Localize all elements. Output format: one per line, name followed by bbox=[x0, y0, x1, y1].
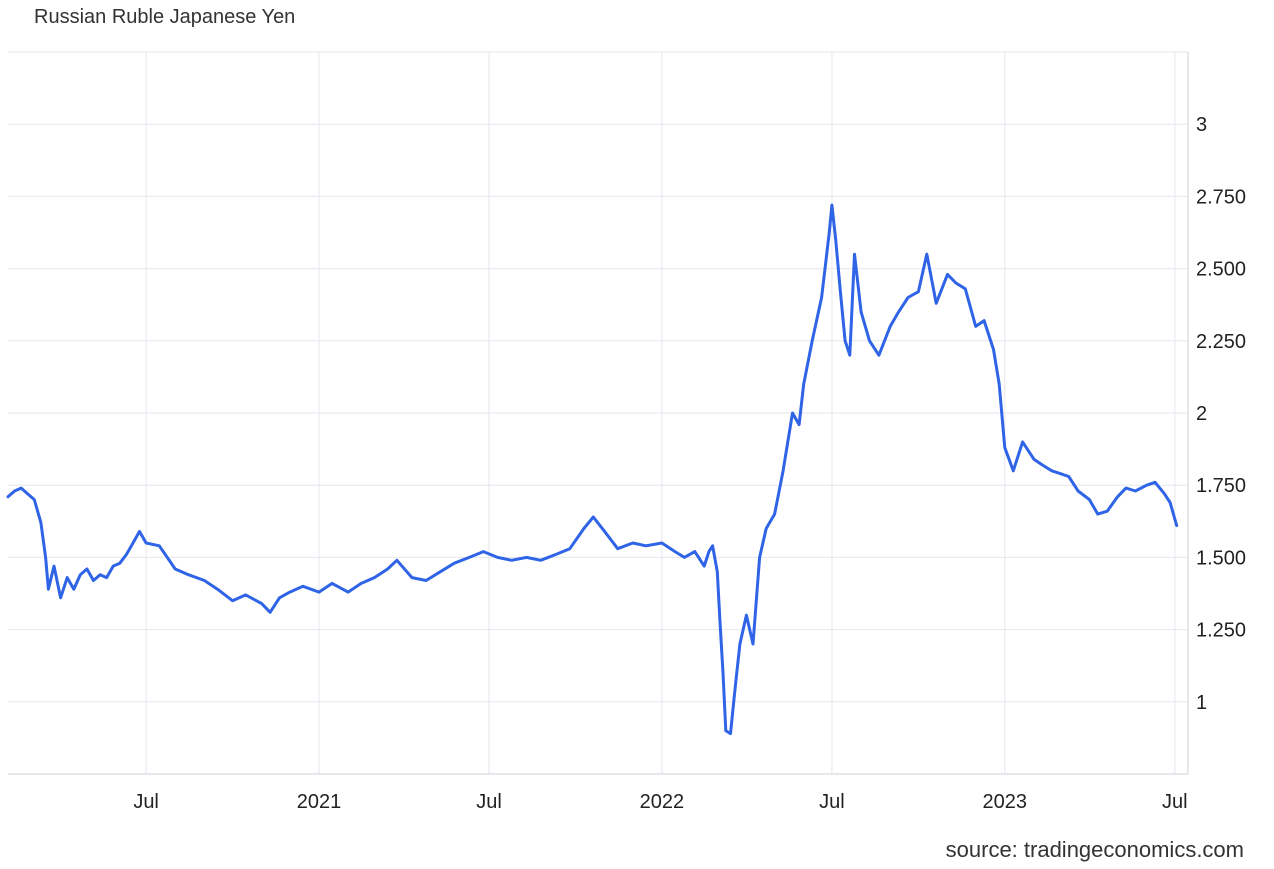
x-axis-tick-labels: Jul 2021 Jul 2022 Jul 2023 Jul bbox=[133, 791, 1187, 813]
y-tick-label: 2.250 bbox=[1196, 331, 1246, 353]
y-axis-tick-labels: 1 1.250 1.500 1.750 2 2.250 2.500 2.750 3 bbox=[1196, 114, 1246, 714]
axis-lines bbox=[8, 52, 1189, 775]
y-tick-label: 3 bbox=[1196, 114, 1207, 136]
x-tick-label: Jul bbox=[819, 791, 845, 813]
y-tick-label: 1.250 bbox=[1196, 620, 1246, 642]
chart-title: Russian Ruble Japanese Yen bbox=[34, 6, 296, 28]
grid-lines bbox=[8, 51, 1188, 774]
source-credit: source: tradingeconomics.com bbox=[945, 837, 1244, 862]
y-tick-label: 2.500 bbox=[1196, 259, 1246, 281]
x-tick-label: Jul bbox=[476, 791, 502, 813]
y-tick-label: 2.750 bbox=[1196, 186, 1246, 208]
series-line bbox=[6, 203, 1179, 736]
x-tick-label: 2022 bbox=[640, 791, 685, 813]
y-tick-label: 1 bbox=[1196, 692, 1207, 714]
y-tick-label: 1.500 bbox=[1196, 547, 1246, 569]
x-tick-label: Jul bbox=[133, 791, 159, 813]
series-layer bbox=[6, 203, 1179, 736]
x-tick-label: 2021 bbox=[297, 791, 342, 813]
x-tick-label: 2023 bbox=[983, 791, 1028, 813]
y-tick-label: 1.750 bbox=[1196, 475, 1246, 497]
x-tick-label: Jul bbox=[1162, 791, 1188, 813]
y-tick-label: 2 bbox=[1196, 403, 1207, 425]
